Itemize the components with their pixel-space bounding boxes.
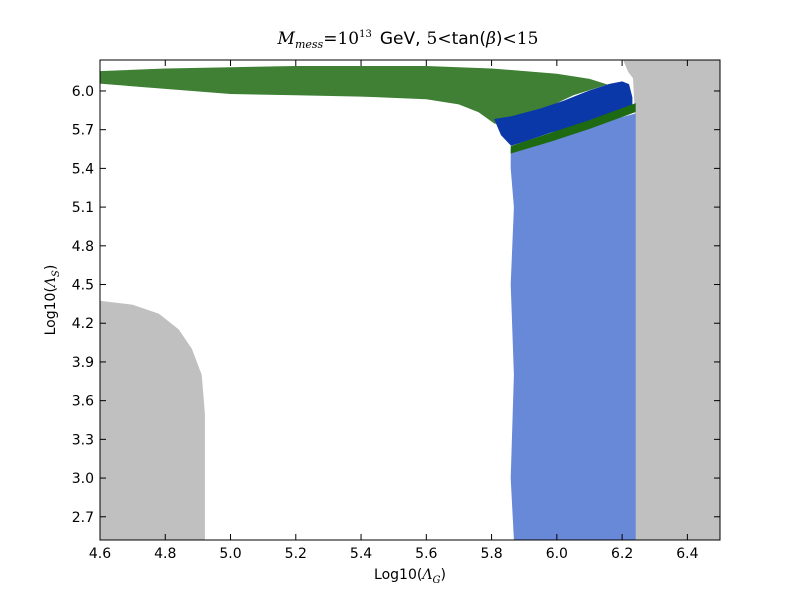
title-lt-2: < — [503, 29, 517, 49]
x-label-prefix: Log10( — [374, 567, 422, 583]
x-tick-label: 6.4 — [676, 546, 698, 562]
x-tick-label: 6.0 — [546, 546, 568, 562]
region-excluded-left — [99, 300, 205, 541]
region-excluded-right — [622, 59, 721, 541]
y-tick-label: 3.3 — [72, 432, 94, 448]
y-label-prefix: Log10( — [43, 287, 59, 335]
y-tick-label: 5.1 — [72, 200, 94, 216]
y-label-subscript: S — [51, 270, 62, 277]
x-axis: 4.6 4.8 5.0 5.2 5.4 5.6 5.8 6.0 6.2 6.4 — [89, 60, 699, 562]
y-tick-label: 4.5 — [72, 278, 94, 294]
x-axis-label: Log10(ΛG) — [374, 567, 446, 586]
title-fifteen: 15 — [517, 29, 539, 49]
title-five: 5 — [427, 29, 438, 49]
region-light-blue-band — [510, 113, 636, 541]
y-tick-label: 2.7 — [72, 510, 94, 526]
y-tick-label: 3.6 — [72, 394, 94, 410]
y-axis-label: Log10(ΛS) — [43, 265, 62, 336]
title-m: M — [277, 29, 296, 49]
y-label-suffix: ) — [43, 265, 59, 270]
x-tick-label: 5.8 — [480, 546, 502, 562]
title-close-paren: ) — [496, 29, 503, 49]
y-tick-label: 4.8 — [72, 239, 94, 255]
y-tick-label: 6.0 — [72, 84, 94, 100]
y-tick-label: 4.2 — [72, 316, 94, 332]
x-tick-label: 4.8 — [154, 546, 176, 562]
x-tick-label: 5.4 — [350, 546, 372, 562]
x-tick-label: 6.2 — [611, 546, 633, 562]
title-beta: β — [485, 29, 496, 49]
chart-title: Mmess=1013 GeV, 5<tan(β)<15 — [277, 29, 539, 51]
region-dark-green-strip — [510, 103, 636, 154]
title-gev: GeV, — [380, 29, 421, 49]
plot-regions — [99, 59, 721, 541]
title-mess-subscript: mess — [295, 38, 324, 51]
y-axis: 2.7 3.0 3.3 3.6 3.9 4.2 4.5 4.8 5.1 5.4 5.7 6.0 — [72, 84, 720, 526]
x-label-subscript: G — [432, 575, 440, 586]
x-tick-label: 4.6 — [89, 546, 111, 562]
y-tick-label: 5.4 — [72, 161, 94, 177]
y-tick-label: 3.9 — [72, 355, 94, 371]
title-exponent: 13 — [359, 29, 372, 40]
title-tan: tan( — [452, 29, 487, 49]
x-tick-label: 5.6 — [415, 546, 437, 562]
x-tick-label: 5.0 — [219, 546, 241, 562]
x-tick-label: 5.2 — [285, 546, 307, 562]
title-eq-10: =10 — [323, 29, 359, 49]
plot-frame — [99, 59, 721, 541]
title-lt-1: < — [437, 29, 451, 49]
x-label-suffix: ) — [440, 567, 445, 583]
y-label-lambda: Λ — [43, 277, 59, 289]
y-tick-label: 3.0 — [72, 471, 94, 487]
region-dark-blue-band — [494, 81, 633, 146]
x-label-lambda: Λ — [420, 567, 432, 583]
y-tick-label: 5.7 — [72, 123, 94, 139]
